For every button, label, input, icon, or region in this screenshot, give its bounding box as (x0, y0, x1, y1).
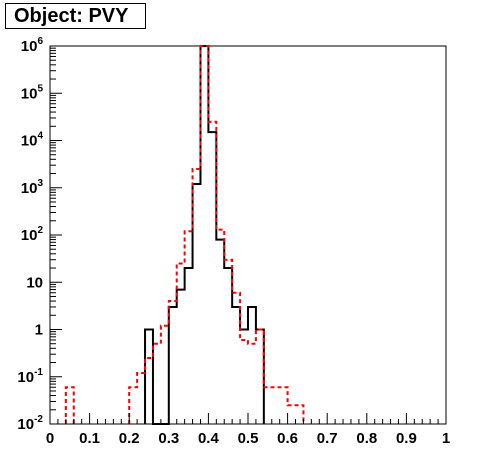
y-tick-label: 103 (21, 178, 44, 197)
y-axis-ticks: 10-2 10-1 1 10 102 103 104 105 106 (17, 36, 62, 433)
x-axis-ticks: 0 0.1 0.2 0.3 0.4 0.5 0.6 0.7 0.8 0.9 1 (46, 413, 450, 447)
series-layer (64, 45, 305, 425)
y-tick-label: 10-2 (17, 414, 43, 433)
chart-title: Object: PVY (5, 3, 146, 29)
y-tick-label: 106 (21, 36, 44, 55)
x-tick-label: 0.8 (356, 430, 377, 447)
x-tick-label: 0.4 (198, 430, 220, 447)
plot-frame (49, 45, 447, 425)
histogram-series-1 (144, 45, 265, 425)
x-tick-label: 0.7 (317, 430, 338, 447)
x-tick-label: 0.5 (238, 430, 259, 447)
y-tick-label: 105 (21, 83, 44, 102)
x-tick-label: 1 (442, 430, 450, 447)
y-tick-label: 1 (35, 322, 43, 339)
x-tick-label: 0.6 (277, 430, 298, 447)
x-tick-label: 0.2 (119, 430, 140, 447)
y-tick-label: 104 (21, 131, 44, 150)
histogram-series-2 (64, 45, 305, 424)
x-tick-label: 0.9 (396, 430, 417, 447)
x-tick-label: 0.3 (158, 430, 179, 447)
x-tick-label: 0.1 (79, 430, 100, 447)
y-tick-label: 10 (26, 274, 43, 291)
x-tick-label: 0 (46, 430, 54, 447)
y-tick-label: 102 (21, 225, 44, 244)
y-tick-label: 10-1 (17, 367, 43, 386)
